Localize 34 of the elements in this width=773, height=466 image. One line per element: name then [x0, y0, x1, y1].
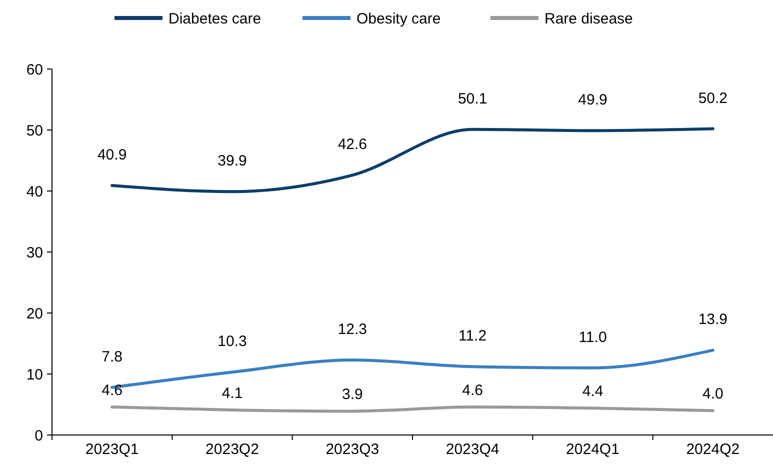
data-label: 4.6 — [102, 382, 123, 399]
y-tick-label: 20 — [26, 305, 43, 322]
data-label: 4.4 — [582, 383, 604, 400]
x-tick-label: 2024Q1 — [566, 441, 620, 458]
y-tick-label: 0 — [34, 427, 43, 444]
y-tick-label: 50 — [26, 122, 43, 140]
data-label: 4.0 — [702, 386, 724, 403]
x-tick-label: 2024Q2 — [686, 441, 740, 458]
y-tick-label: 40 — [26, 183, 43, 200]
data-label: 11.2 — [458, 328, 487, 345]
data-label: 12.3 — [338, 320, 368, 338]
y-tick-label: 10 — [26, 366, 43, 384]
legend-label: Obesity care — [356, 10, 441, 28]
y-tick-label: 30 — [26, 244, 43, 262]
data-label: 13.9 — [698, 311, 728, 328]
legend-label: Diabetes care — [168, 10, 262, 28]
x-tick-label: 2023Q3 — [326, 441, 380, 458]
data-label: 50.2 — [698, 90, 728, 107]
data-label: 4.6 — [462, 382, 484, 399]
x-tick-label: 2023Q1 — [85, 441, 139, 458]
data-label: 40.9 — [97, 146, 127, 164]
x-tick-label: 2023Q2 — [206, 441, 259, 458]
data-label: 11.0 — [578, 328, 607, 346]
legend-label: Rare disease — [544, 10, 633, 28]
data-label: 10.3 — [218, 333, 247, 350]
data-label: 39.9 — [218, 152, 247, 170]
x-tick-label: 2023Q4 — [446, 441, 500, 458]
data-label: 7.8 — [102, 348, 123, 366]
data-label: 49.9 — [578, 92, 608, 109]
data-label: 3.9 — [342, 386, 363, 404]
y-tick-label: 60 — [26, 61, 43, 78]
data-label: 4.1 — [222, 384, 243, 402]
data-label: 42.6 — [338, 136, 368, 154]
data-label: 50.1 — [458, 90, 488, 108]
